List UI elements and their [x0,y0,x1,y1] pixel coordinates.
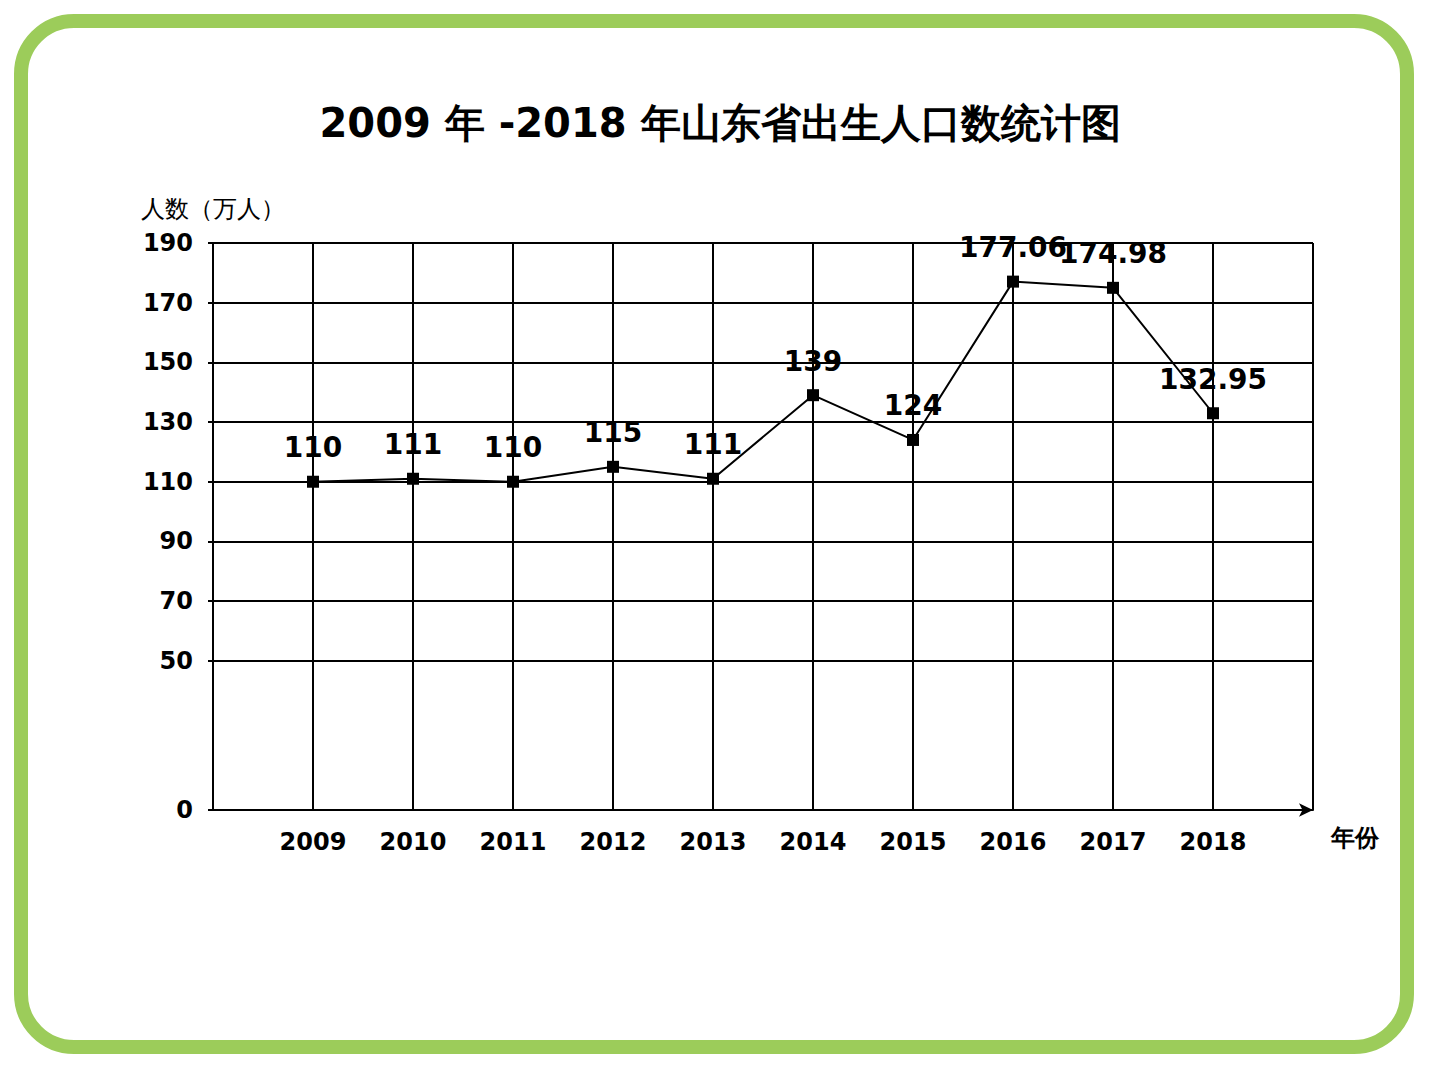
svg-text:124: 124 [884,389,942,422]
svg-text:50: 50 [160,647,193,675]
svg-text:2016: 2016 [980,828,1047,856]
svg-text:111: 111 [384,428,442,461]
svg-text:170: 170 [143,289,193,317]
svg-text:0: 0 [176,796,193,824]
svg-text:90: 90 [160,527,193,555]
svg-text:139: 139 [784,345,842,378]
svg-text:2009: 2009 [280,828,347,856]
svg-text:110: 110 [143,468,193,496]
svg-text:2018: 2018 [1180,828,1247,856]
svg-text:177.06: 177.06 [959,231,1067,264]
svg-text:190: 190 [143,229,193,257]
svg-text:2012: 2012 [580,828,647,856]
svg-text:2017: 2017 [1080,828,1147,856]
svg-text:2009 年 -2018 年山东省出生人口数统计图: 2009 年 -2018 年山东省出生人口数统计图 [319,100,1120,146]
svg-text:2011: 2011 [480,828,547,856]
svg-text:2010: 2010 [380,828,447,856]
svg-text:150: 150 [143,348,193,376]
svg-text:年份: 年份 [1330,824,1380,852]
svg-text:111: 111 [684,428,742,461]
svg-text:110: 110 [484,431,542,464]
svg-text:人数（万人）: 人数（万人） [141,195,285,223]
svg-text:115: 115 [584,416,642,449]
svg-text:132.95: 132.95 [1159,363,1267,396]
svg-text:2014: 2014 [780,828,847,856]
svg-text:110: 110 [284,431,342,464]
svg-text:2013: 2013 [680,828,747,856]
svg-text:130: 130 [143,408,193,436]
svg-text:174.98: 174.98 [1059,237,1167,270]
svg-text:70: 70 [160,587,193,615]
svg-text:2015: 2015 [880,828,947,856]
